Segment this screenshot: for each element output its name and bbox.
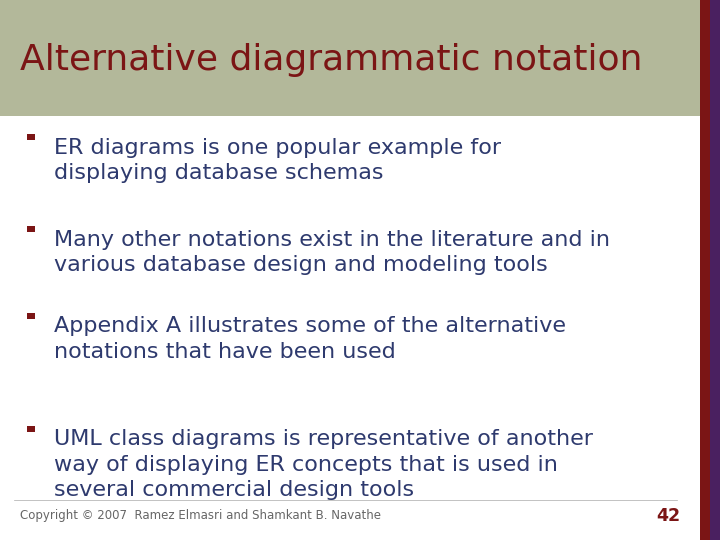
Bar <box>27 226 35 232</box>
Text: Alternative diagrammatic notation: Alternative diagrammatic notation <box>20 43 643 77</box>
Bar <box>27 313 35 319</box>
Text: UML class diagrams is representative of another
way of displaying ER concepts th: UML class diagrams is representative of … <box>54 429 593 501</box>
Text: 42: 42 <box>656 507 680 525</box>
Bar <box>710 0 720 540</box>
Bar <box>0 0 720 116</box>
Text: Copyright © 2007  Ramez Elmasri and Shamkant B. Navathe: Copyright © 2007 Ramez Elmasri and Shamk… <box>20 509 381 522</box>
Bar <box>27 426 35 432</box>
Bar <box>27 134 35 140</box>
Text: Many other notations exist in the literature and in
various database design and : Many other notations exist in the litera… <box>54 230 610 275</box>
Text: ER diagrams is one popular example for
displaying database schemas: ER diagrams is one popular example for d… <box>54 138 501 183</box>
Bar <box>700 0 710 540</box>
Text: Appendix A illustrates some of the alternative
notations that have been used: Appendix A illustrates some of the alter… <box>54 316 566 361</box>
